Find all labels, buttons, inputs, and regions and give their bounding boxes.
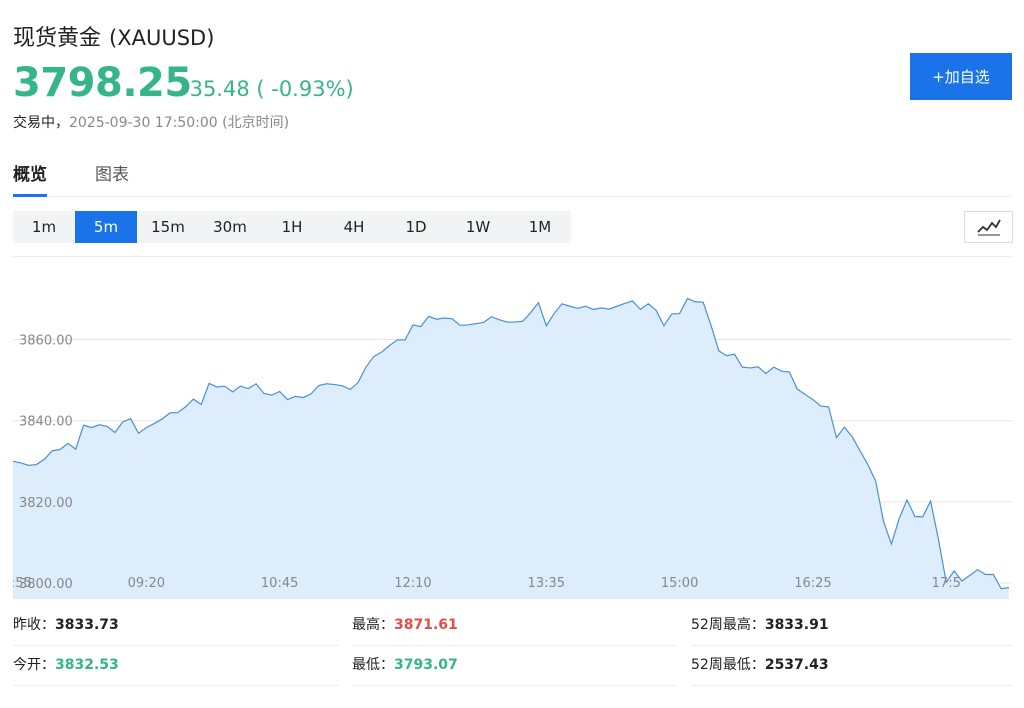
stat-label: 昨收： <box>13 617 55 633</box>
x-tick-label: 09:20 <box>128 576 165 591</box>
stats-row-2: 今开：3832.53 最低：3793.07 52周最低：2537.43 <box>13 646 1012 686</box>
price-chart-svg: 3800.00 3820.00 3840.00 3860.00 07:55 09:20 10… <box>0 256 1012 599</box>
stat-open: 今开：3832.53 <box>13 646 339 686</box>
stat-value: 3793.07 <box>394 657 458 673</box>
x-tick-label: 16:25 <box>794 576 831 591</box>
period-1d[interactable]: 1D <box>405 218 427 236</box>
instrument-name: 现货黄金 <box>13 26 102 51</box>
period-30m[interactable]: 30m <box>213 218 247 236</box>
line-chart-icon <box>976 219 1001 236</box>
period-4h[interactable]: 4H <box>343 218 365 236</box>
period-1w[interactable]: 1W <box>465 218 491 236</box>
status-label: 交易中， <box>13 115 69 131</box>
stat-label: 52周最高： <box>691 617 765 633</box>
stat-label: 最高： <box>352 617 394 633</box>
stat-label: 今开： <box>13 657 55 673</box>
y-tick-label: 3840.00 <box>19 415 73 430</box>
last-price: 3798.25 <box>13 60 192 106</box>
stat-low: 最低：3793.07 <box>352 646 678 686</box>
instrument-title: 现货黄金 (XAUUSD) <box>13 20 214 52</box>
view-tabs: 概览 图表 <box>13 160 1012 197</box>
status-timestamp: 2025-09-30 17:50:00 (北京时间) <box>69 115 290 131</box>
period-1h[interactable]: 1H <box>281 218 303 236</box>
price-line <box>12 297 1010 590</box>
y-tick-label: 3800.00 <box>19 577 73 592</box>
stat-label: 52周最低： <box>691 657 765 673</box>
stat-value: 2537.43 <box>764 657 829 673</box>
x-tick-label: 17:5 <box>932 576 961 591</box>
y-tick-label: 3860.00 <box>19 334 73 349</box>
period-1mo[interactable]: 1M <box>528 218 552 236</box>
x-tick-label: 07:55 <box>13 576 32 591</box>
x-tick-label: 15:00 <box>661 576 698 591</box>
chart-type-toggle[interactable] <box>964 211 1013 243</box>
price-area <box>13 298 1009 599</box>
x-tick-label: 12:10 <box>394 576 431 591</box>
stat-value: 3832.53 <box>55 657 119 673</box>
stat-prev-close: 昨收：3833.73 <box>13 606 339 646</box>
stats-row-1: 昨收：3833.73 最高：3871.61 52周最高：3833.91 <box>13 606 1012 646</box>
period-selector: 1m 5m 15m 30m 1H 4H 1D 1W 1M <box>13 211 571 243</box>
stat-high: 最高：3871.61 <box>352 606 678 646</box>
x-tick-label: 10:45 <box>261 576 298 591</box>
tab-overview[interactable]: 概览 <box>13 160 47 197</box>
price-change: -35.48 ( -0.93%) <box>182 77 354 101</box>
stat-52w-low: 52周最低：2537.43 <box>691 646 1012 686</box>
x-tick-label: 13:35 <box>528 576 565 591</box>
period-5m[interactable]: 5m <box>75 211 137 243</box>
tab-chart[interactable]: 图表 <box>95 165 129 185</box>
period-1m[interactable]: 1m <box>31 218 57 236</box>
stat-52w-high: 52周最高：3833.91 <box>691 606 1012 646</box>
stat-value: 3871.61 <box>394 617 458 633</box>
period-15m[interactable]: 15m <box>151 218 185 236</box>
add-watchlist-button[interactable]: +加自选 <box>910 53 1012 100</box>
y-tick-label: 3820.00 <box>19 496 73 511</box>
stat-value: 3833.73 <box>55 617 119 633</box>
stat-label: 最低： <box>352 657 394 673</box>
instrument-symbol: (XAUUSD) <box>109 26 215 50</box>
stat-value: 3833.91 <box>764 617 829 633</box>
trading-status: 交易中，2025-09-30 17:50:00 (北京时间) <box>13 112 289 132</box>
price-chart: 3800.00 3820.00 3840.00 3860.00 07:55 09:20 10… <box>0 256 1012 599</box>
